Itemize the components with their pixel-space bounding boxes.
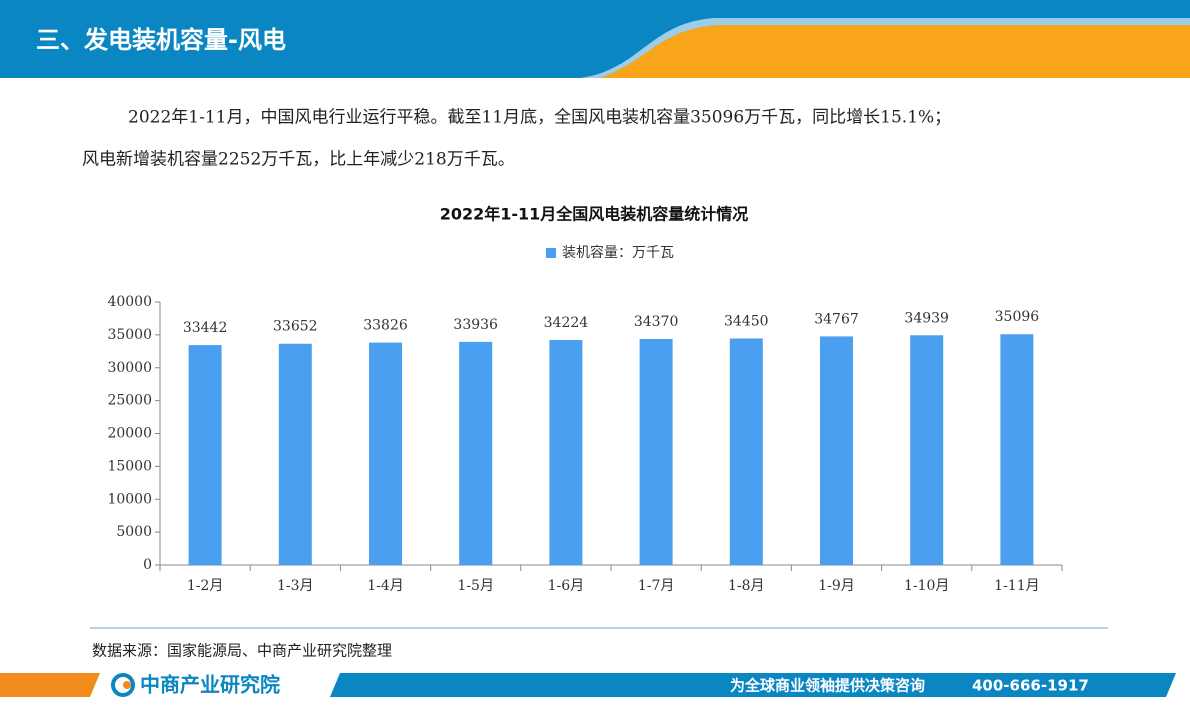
paragraph-line: 风电新增装机容量2252万千瓦，比上年减少218万千瓦。 <box>82 150 515 170</box>
value-label: 33442 <box>183 320 228 336</box>
value-label: 34370 <box>634 314 679 330</box>
y-tick-label: 40000 <box>107 294 152 310</box>
y-tick-label: 25000 <box>107 393 152 409</box>
paragraph-line: 2022年1-11月，中国风电行业运行平稳。截至11月底，全国风电装机容量350… <box>128 108 951 128</box>
x-tick-label: 1-7月 <box>638 578 675 594</box>
value-label: 34767 <box>814 311 859 327</box>
value-label: 33652 <box>273 319 318 335</box>
value-label: 33936 <box>453 317 498 333</box>
bar <box>910 335 944 565</box>
value-label: 33826 <box>363 318 408 334</box>
y-tick-label: 30000 <box>107 360 152 376</box>
footer-blue <box>330 673 1176 697</box>
logo-icon-dot <box>123 681 131 689</box>
x-tick-label: 1-11月 <box>994 578 1039 594</box>
source-note: 数据来源：国家能源局、中商产业研究院整理 <box>92 642 392 660</box>
x-tick-label: 1-5月 <box>457 578 494 594</box>
logo-icon <box>111 673 135 697</box>
x-tick-label: 1-4月 <box>367 578 404 594</box>
value-label: 34450 <box>724 313 769 329</box>
header-swoosh-edge <box>580 18 1190 78</box>
bar <box>729 338 763 565</box>
x-tick-label: 1-3月 <box>277 578 314 594</box>
y-tick-label: 35000 <box>107 327 152 343</box>
x-tick-label: 1-9月 <box>818 578 855 594</box>
bar <box>820 336 853 565</box>
x-tick-label: 1-8月 <box>728 578 765 594</box>
bar <box>549 339 583 565</box>
value-label: 35096 <box>995 309 1040 325</box>
footer-phone: 400-666-1917 <box>972 677 1089 695</box>
footer-slogan: 为全球商业领袖提供决策咨询 <box>730 677 925 695</box>
y-tick-label: 10000 <box>107 491 152 507</box>
y-tick-label: 15000 <box>107 458 152 474</box>
footer-logo: 中商产业研究院 <box>140 673 280 697</box>
legend-swatch <box>546 248 556 258</box>
value-label: 34939 <box>904 310 949 326</box>
header-title: 三、发电装机容量-风电 <box>36 26 286 54</box>
chart-title: 2022年1-11月全国风电装机容量统计情况 <box>440 205 749 224</box>
header-swoosh <box>600 25 1190 78</box>
value-label: 34224 <box>544 315 589 331</box>
bar <box>459 341 493 565</box>
bar <box>639 339 673 565</box>
y-tick-label: 0 <box>143 557 152 573</box>
footer-orange <box>0 673 100 697</box>
x-tick-label: 1-10月 <box>904 578 949 594</box>
y-tick-label: 5000 <box>116 524 152 540</box>
x-tick-label: 1-6月 <box>548 578 585 594</box>
y-tick-label: 20000 <box>107 426 152 442</box>
x-tick-label: 1-2月 <box>187 578 224 594</box>
legend-label: 装机容量：万千瓦 <box>562 244 674 261</box>
bar <box>1000 334 1034 565</box>
bar <box>369 342 402 565</box>
bar <box>278 343 312 565</box>
bar <box>188 345 222 565</box>
